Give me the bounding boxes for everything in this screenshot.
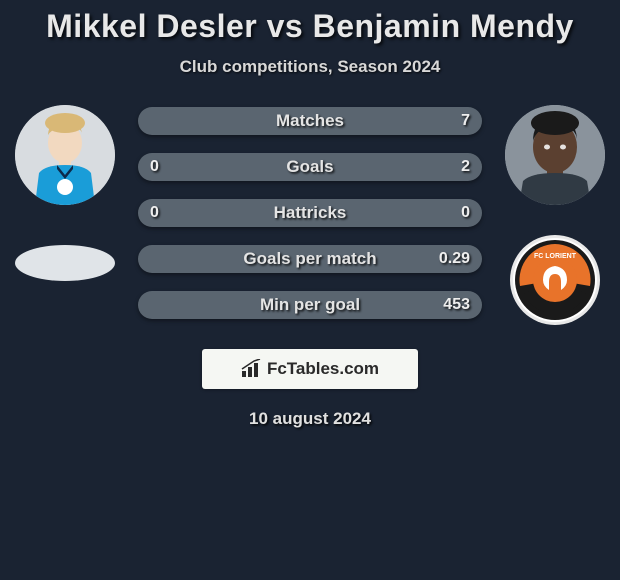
stats-column: Matches 7 0 Goals 2 0 Hattricks 0 Goals … [120,107,500,319]
stat-row-min-per-goal: Min per goal 453 [138,291,482,319]
main-row: Matches 7 0 Goals 2 0 Hattricks 0 Goals … [0,105,620,325]
stat-right-value: 453 [443,296,470,314]
source-logo-text: FcTables.com [267,359,379,379]
stat-label: Min per goal [260,295,360,315]
stat-row-goals-per-match: Goals per match 0.29 [138,245,482,273]
player-left-avatar-icon [15,105,115,205]
source-logo: FcTables.com [202,349,418,389]
stat-row-matches: Matches 7 [138,107,482,135]
club-right-logo-icon: FC LORIENT [513,238,597,322]
club-right-badge: FC LORIENT [510,235,600,325]
player-right-column: FC LORIENT [500,105,610,325]
page-title: Mikkel Desler vs Benjamin Mendy [0,8,620,45]
stat-left-value: 0 [150,204,159,222]
stat-row-goals: 0 Goals 2 [138,153,482,181]
stat-label: Hattricks [274,203,347,223]
player-right-avatar-icon [505,105,605,205]
stat-row-hattricks: 0 Hattricks 0 [138,199,482,227]
player-left-column [10,105,120,281]
snapshot-date: 10 august 2024 [0,409,620,429]
stat-right-value: 7 [461,112,470,130]
stat-label: Matches [276,111,344,131]
stat-label: Goals [286,157,333,177]
player-right-photo [505,105,605,205]
stat-right-value: 2 [461,158,470,176]
stat-left-value: 0 [150,158,159,176]
bar-chart-icon [241,359,263,379]
player-left-photo [15,105,115,205]
stat-right-value: 0 [461,204,470,222]
svg-text:FC LORIENT: FC LORIENT [534,253,577,260]
stat-label: Goals per match [243,249,376,269]
comparison-card: Mikkel Desler vs Benjamin Mendy Club com… [0,0,620,429]
competition-subtitle: Club competitions, Season 2024 [0,57,620,77]
stat-right-value: 0.29 [439,250,470,268]
club-left-badge [15,245,115,281]
